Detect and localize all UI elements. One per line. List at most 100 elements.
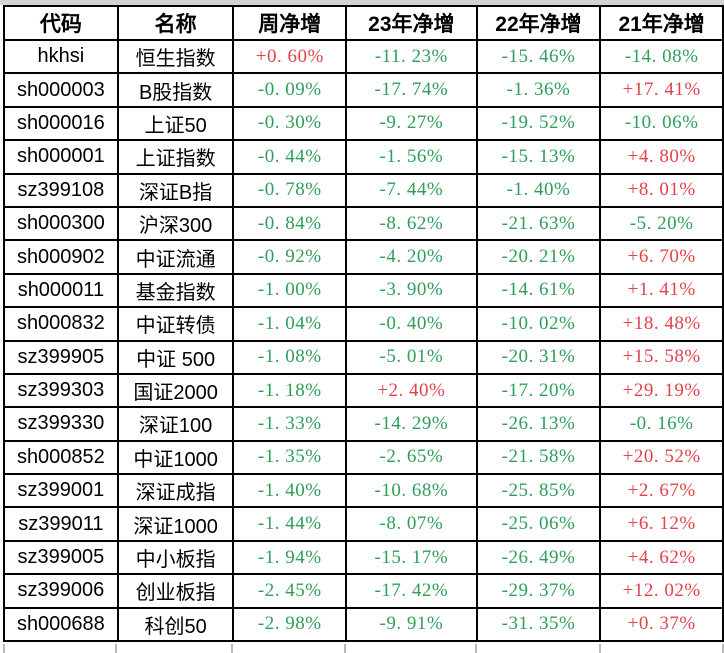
pct-cell: -3. 90% — [345, 272, 478, 309]
pct-cell: +2. 67% — [599, 473, 724, 509]
name-cell: 深证1000 — [116, 506, 235, 542]
table-row: sh000300 沪深300 -0. 84% -8. 62% -21. 63% -5. 2… — [3, 205, 724, 242]
name-cell: 中证流通 — [116, 239, 235, 275]
pct-cell: -0. 84% — [232, 205, 348, 242]
pct-cell: -11. 23% — [345, 38, 478, 75]
table-body: hkhsi 恒生指数 +0. 60% -11. 23% -15. 46% -14. 08%… — [3, 38, 724, 643]
name-cell: 沪深300 — [116, 205, 235, 242]
pct-cell: +0. 37% — [599, 606, 724, 643]
table-row: sh000688 科创50 -2. 98% -9. 91% -31. 35% +0. 37… — [3, 606, 724, 643]
table-row: sh000016 上证50 -0. 30% -9. 27% -19. 52% -10. 0… — [3, 105, 724, 142]
table-row: hkhsi 恒生指数 +0. 60% -11. 23% -15. 46% -14. 08% — [3, 38, 724, 75]
column-header-week-net: 周净增 — [232, 5, 348, 41]
table-row: sz399011 深证1000 -1. 44% -8. 07% -25. 06% +6. … — [3, 506, 724, 542]
column-header-2022-net: 22年净增 — [475, 5, 602, 41]
code-cell: sh000852 — [3, 439, 119, 476]
pct-cell: -17. 42% — [345, 573, 478, 609]
column-header-2023-net: 23年净增 — [345, 5, 478, 41]
name-cell: 上证指数 — [116, 139, 235, 175]
pct-cell: +0. 60% — [232, 38, 348, 75]
table-header: 代码 名称 周净增 23年净增 22年净增 21年净增 — [3, 5, 724, 41]
pct-cell: -5. 20% — [599, 205, 724, 242]
pct-cell: -10. 02% — [475, 306, 602, 342]
pct-cell: -2. 65% — [345, 439, 478, 476]
pct-cell: -21. 58% — [475, 439, 602, 476]
pct-cell: -14. 61% — [475, 272, 602, 309]
table-row: sz399005 中小板指 -1. 94% -15. 17% -26. 49% +4. 6… — [3, 539, 724, 576]
index-performance-table: 代码 名称 周净增 23年净增 22年净增 21年净增 hkhsi 恒生指数 +0.… — [3, 5, 724, 643]
name-cell: 中小板指 — [116, 539, 235, 576]
gridline-stub — [601, 644, 724, 653]
pct-cell: -14. 29% — [345, 406, 478, 442]
header-row: 代码 名称 周净增 23年净增 22年净增 21年净增 — [3, 5, 724, 41]
pct-cell: -20. 31% — [475, 339, 602, 375]
table-row: sz399006 创业板指 -2. 45% -17. 42% -29. 37% +12. … — [3, 573, 724, 609]
pct-cell: -8. 62% — [345, 205, 478, 242]
pct-cell: -15. 46% — [475, 38, 602, 75]
code-cell: sz399108 — [3, 172, 119, 208]
table-row: sz399905 中证 500 -1. 08% -5. 01% -20. 31% +15.… — [3, 339, 724, 375]
name-cell: 恒生指数 — [116, 38, 235, 75]
table-row: sh000852 中证1000 -1. 35% -2. 65% -21. 58% +20.… — [3, 439, 724, 476]
pct-cell: -0. 78% — [232, 172, 348, 208]
table-row: sh000902 中证流通 -0. 92% -4. 20% -20. 21% +6. 70… — [3, 239, 724, 275]
pct-cell: +6. 70% — [599, 239, 724, 275]
code-cell: sz399006 — [3, 573, 119, 609]
code-cell: sz399011 — [3, 506, 119, 542]
pct-cell: -26. 49% — [475, 539, 602, 576]
name-cell: 基金指数 — [116, 272, 235, 309]
pct-cell: +29. 19% — [599, 372, 724, 409]
column-header-code: 代码 — [3, 5, 119, 41]
pct-cell: -0. 09% — [232, 72, 348, 108]
pct-cell: -1. 94% — [232, 539, 348, 576]
table-row: sz399108 深证B指 -0. 78% -7. 44% -1. 40% +8. 01% — [3, 172, 724, 208]
name-cell: 中证 500 — [116, 339, 235, 375]
pct-cell: -14. 08% — [599, 38, 724, 75]
code-cell: sh000011 — [3, 272, 119, 309]
pct-cell: -10. 68% — [345, 473, 478, 509]
table-row: sh000832 中证转债 -1. 04% -0. 40% -10. 02% +18. 4… — [3, 306, 724, 342]
spreadsheet-bottom-gridline-strip — [3, 644, 724, 653]
code-cell: sz399005 — [3, 539, 119, 576]
code-cell: sz399001 — [3, 473, 119, 509]
gridline-stub — [3, 644, 117, 653]
pct-cell: +17. 41% — [599, 72, 724, 108]
pct-cell: -29. 37% — [475, 573, 602, 609]
pct-cell: +12. 02% — [599, 573, 724, 609]
pct-cell: -1. 40% — [232, 473, 348, 509]
pct-cell: -8. 07% — [345, 506, 478, 542]
pct-cell: -21. 63% — [475, 205, 602, 242]
pct-cell: +4. 62% — [599, 539, 724, 576]
code-cell: sh000832 — [3, 306, 119, 342]
table-row: sz399303 国证2000 -1. 18% +2. 40% -17. 20% +29.… — [3, 372, 724, 409]
table-row: sz399330 深证100 -1. 33% -14. 29% -26. 13% -0. … — [3, 406, 724, 442]
table-row: sz399001 深证成指 -1. 40% -10. 68% -25. 85% +2. 6… — [3, 473, 724, 509]
pct-cell: -9. 91% — [345, 606, 478, 643]
pct-cell: -1. 40% — [475, 172, 602, 208]
pct-cell: -25. 06% — [475, 506, 602, 542]
pct-cell: -1. 44% — [232, 506, 348, 542]
name-cell: 国证2000 — [116, 372, 235, 409]
pct-cell: -1. 33% — [232, 406, 348, 442]
code-cell: sh000902 — [3, 239, 119, 275]
gridline-stub — [346, 644, 477, 653]
code-cell: sh000003 — [3, 72, 119, 108]
code-cell: sz399905 — [3, 339, 119, 375]
pct-cell: -1. 18% — [232, 372, 348, 409]
pct-cell: -1. 08% — [232, 339, 348, 375]
pct-cell: +20. 52% — [599, 439, 724, 476]
pct-cell: -2. 45% — [232, 573, 348, 609]
pct-cell: -1. 56% — [345, 139, 478, 175]
code-cell: sz399303 — [3, 372, 119, 409]
pct-cell: -17. 20% — [475, 372, 602, 409]
pct-cell: -2. 98% — [232, 606, 348, 643]
code-cell: sh000688 — [3, 606, 119, 643]
name-cell: 深证100 — [116, 406, 235, 442]
pct-cell: -10. 06% — [599, 105, 724, 142]
pct-cell: -17. 74% — [345, 72, 478, 108]
pct-cell: -0. 16% — [599, 406, 724, 442]
pct-cell: +6. 12% — [599, 506, 724, 542]
name-cell: 上证50 — [116, 105, 235, 142]
table-row: sh000011 基金指数 -1. 00% -3. 90% -14. 61% +1. 41… — [3, 272, 724, 309]
pct-cell: -7. 44% — [345, 172, 478, 208]
